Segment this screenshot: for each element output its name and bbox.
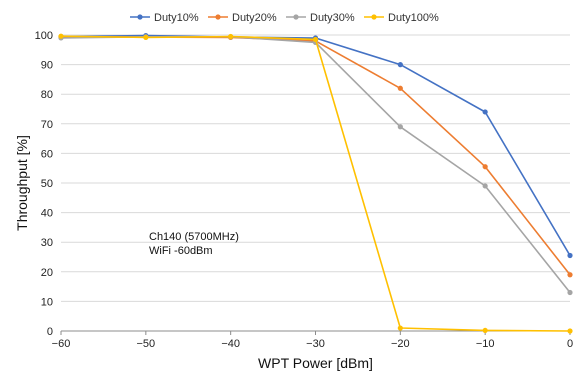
annotation-box: Ch140 (5700MHz) WiFi -60dBm xyxy=(149,231,239,257)
data-point-duty30- xyxy=(397,124,403,130)
data-point-duty100- xyxy=(58,33,64,39)
legend-marker xyxy=(215,14,221,20)
legend: Duty10% Duty20% Duty30% Duty100% xyxy=(130,12,439,24)
x-tick-label: 0 xyxy=(567,338,573,350)
x-tick-label: −10 xyxy=(476,338,495,350)
y-tick-label: 30 xyxy=(41,237,53,249)
legend-item-duty30-: Duty30% xyxy=(286,12,355,24)
legend-label: Duty10% xyxy=(154,12,199,24)
data-point-duty100- xyxy=(397,325,403,331)
y-axis-title: Throughput [%] xyxy=(14,135,30,231)
data-point-duty30- xyxy=(482,183,488,189)
legend-item-duty20-: Duty20% xyxy=(208,12,277,24)
x-tick-label: −60 xyxy=(52,338,71,350)
y-tick-label: 0 xyxy=(47,326,53,338)
annotation-line: Ch140 (5700MHz) xyxy=(149,231,239,243)
data-point-duty20- xyxy=(397,85,403,91)
y-tick-label: 90 xyxy=(41,60,53,72)
x-axis-title: WPT Power [dBm] xyxy=(258,355,373,371)
x-tick-label: −40 xyxy=(221,338,240,350)
data-point-duty10- xyxy=(397,62,403,68)
data-point-duty30- xyxy=(567,289,573,296)
x-tick-label: −20 xyxy=(391,338,410,350)
data-point-duty20- xyxy=(567,272,573,278)
y-tick-label: 40 xyxy=(41,208,53,220)
series-layer xyxy=(58,32,573,334)
y-tick-label: 70 xyxy=(41,119,53,131)
axes: 0 10 20 30 40 50 60 70 80 90 100 −60 −50 −40 −30 −20 −10… xyxy=(35,30,573,350)
legend-label: Duty30% xyxy=(310,12,355,24)
data-point-duty100- xyxy=(228,33,234,40)
data-point-duty10- xyxy=(482,109,488,115)
data-point-duty100- xyxy=(143,34,149,40)
y-tick-label: 20 xyxy=(41,267,53,279)
legend-marker xyxy=(371,14,377,20)
series-line-duty10- xyxy=(60,34,571,256)
data-point-duty10- xyxy=(567,252,573,259)
data-point-duty100- xyxy=(567,328,573,334)
series-line-duty20- xyxy=(61,36,571,276)
legend-label: Duty20% xyxy=(232,12,277,24)
legend-item-duty10-: Duty10% xyxy=(130,12,199,24)
legend-marker xyxy=(137,14,143,20)
x-tick-label: −50 xyxy=(136,338,155,350)
grid-lines xyxy=(61,34,570,302)
y-tick-label: 50 xyxy=(41,178,53,190)
annotation-line: WiFi -60dBm xyxy=(149,245,213,257)
series-line-duty30- xyxy=(60,35,571,293)
data-point-duty100- xyxy=(312,36,319,43)
y-tick-label: 60 xyxy=(41,148,53,160)
y-tick-label: 100 xyxy=(35,30,53,42)
legend-item-duty100-: Duty100% xyxy=(364,12,439,24)
data-point-duty20- xyxy=(482,164,488,170)
series-line-duty100- xyxy=(60,35,571,332)
y-tick-label: 10 xyxy=(41,296,53,308)
legend-label: Duty100% xyxy=(388,12,439,24)
y-tick-label: 80 xyxy=(41,89,53,101)
x-tick-label: −30 xyxy=(306,338,325,350)
legend-marker xyxy=(293,14,299,20)
data-point-duty100- xyxy=(482,327,488,334)
